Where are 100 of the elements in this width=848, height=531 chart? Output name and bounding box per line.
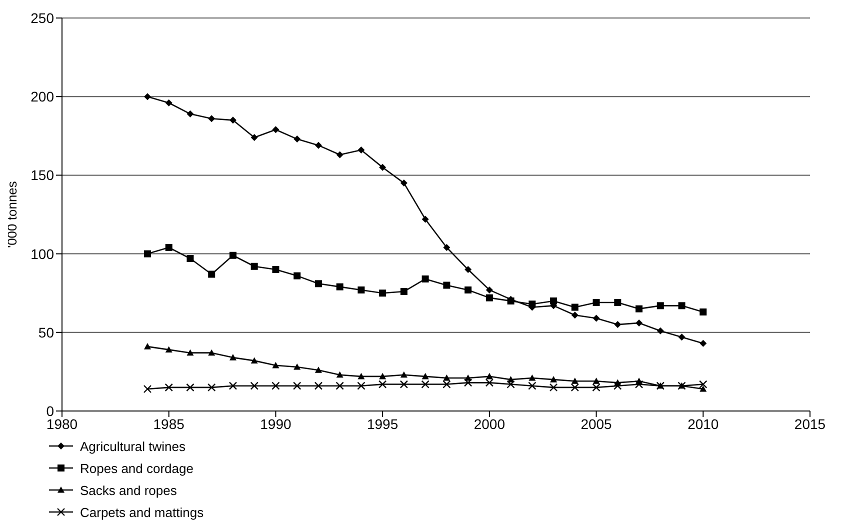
point (464, 266, 472, 274)
point (379, 372, 386, 380)
x-tick-label: 1990 (260, 416, 292, 432)
x-tick-label: 2015 (794, 416, 826, 432)
point (272, 126, 280, 134)
point (250, 134, 258, 141)
point (208, 115, 216, 122)
x-tick-label: 2000 (474, 416, 506, 432)
point (358, 146, 365, 154)
point (294, 136, 301, 143)
point (379, 164, 386, 171)
point (550, 297, 558, 304)
point (358, 286, 365, 294)
point (229, 252, 236, 259)
point (464, 378, 472, 387)
point (228, 382, 238, 390)
point (486, 286, 493, 294)
y-tick-label: 200 (30, 88, 54, 105)
point (700, 340, 707, 347)
point (421, 380, 430, 388)
point (549, 383, 558, 392)
point (550, 376, 558, 382)
point (400, 380, 408, 388)
point (186, 255, 194, 262)
point (443, 374, 450, 381)
point (443, 282, 450, 289)
point (336, 151, 344, 158)
point (614, 299, 622, 306)
x-tick-label: 1995 (366, 416, 398, 432)
point (272, 266, 280, 274)
point (229, 116, 236, 124)
point (614, 382, 622, 390)
point (528, 382, 536, 390)
point (292, 382, 302, 390)
point (571, 378, 578, 384)
point (208, 270, 216, 278)
point (379, 290, 386, 297)
point (400, 288, 408, 296)
point (528, 300, 536, 308)
point (571, 312, 578, 319)
point (294, 363, 301, 370)
point (485, 378, 494, 387)
legend-label: Carpets and mattings (80, 504, 204, 520)
point (700, 385, 707, 392)
y-tick-label: 150 (30, 167, 54, 184)
point (528, 374, 536, 381)
point (400, 180, 408, 187)
y-tick-label: 250 (30, 10, 54, 26)
legend-label: Ropes and cordage (80, 460, 194, 476)
point (272, 362, 280, 368)
y-tick-label: 50 (38, 324, 54, 340)
point (636, 319, 643, 326)
point (164, 383, 173, 392)
point (486, 294, 493, 302)
point (699, 380, 708, 388)
point (636, 305, 643, 312)
point (700, 308, 707, 316)
point (314, 142, 322, 149)
point (165, 244, 172, 252)
point (272, 382, 280, 390)
point (143, 384, 152, 394)
x-tick-label: 2005 (580, 416, 612, 432)
x-tick-label: 2010 (688, 416, 719, 432)
point (250, 382, 258, 390)
point (570, 383, 580, 392)
point (144, 250, 151, 258)
point (208, 349, 216, 356)
legend-label: Agricultural twines (80, 438, 186, 454)
point (186, 110, 194, 118)
point (250, 357, 258, 364)
point (314, 280, 322, 288)
point (422, 275, 429, 282)
point (592, 378, 600, 384)
point (144, 93, 151, 100)
y-tick-label: 100 (30, 246, 54, 262)
point (336, 371, 344, 378)
point (400, 371, 408, 378)
point (314, 382, 323, 390)
point (422, 216, 429, 223)
point (656, 327, 664, 334)
point (186, 383, 194, 392)
point (357, 382, 366, 390)
point (229, 354, 236, 360)
point (208, 383, 216, 392)
point (464, 286, 472, 294)
point (656, 302, 664, 310)
point (571, 304, 578, 311)
point (250, 262, 258, 270)
point (165, 99, 172, 106)
point (314, 366, 322, 373)
point (186, 349, 194, 356)
point (678, 302, 686, 310)
point (358, 372, 365, 380)
point (592, 299, 600, 306)
point (378, 380, 387, 388)
x-tick-label: 1985 (153, 416, 185, 432)
point (336, 283, 344, 290)
point (592, 314, 600, 322)
point (336, 382, 344, 390)
point (592, 383, 600, 392)
